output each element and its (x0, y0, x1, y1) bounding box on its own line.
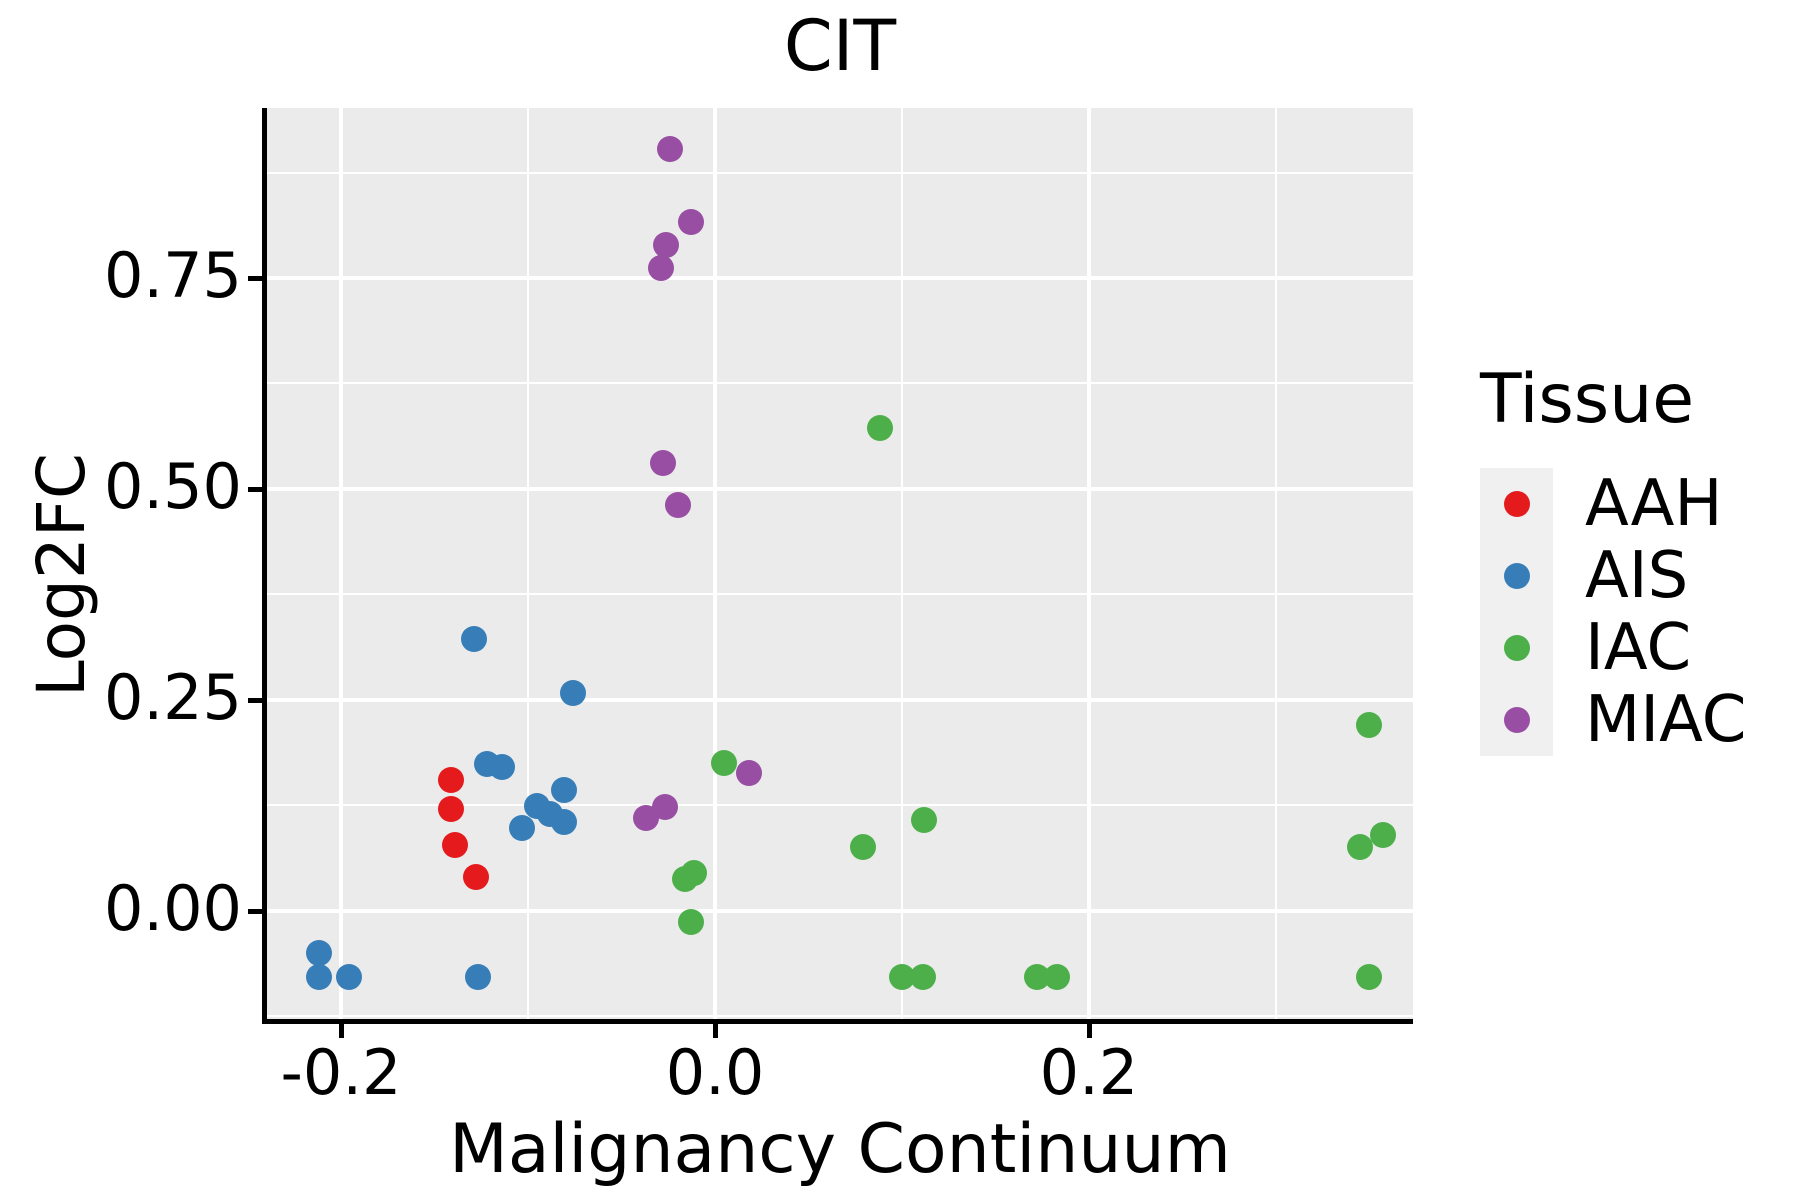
x-tick (339, 1024, 345, 1038)
data-point (632, 804, 659, 831)
data-point (677, 908, 704, 935)
gridline-major-x (713, 108, 717, 1019)
gridline-minor-x (900, 108, 903, 1019)
data-point (649, 449, 676, 476)
y-tick (248, 908, 262, 914)
data-point (653, 232, 680, 259)
x-tick (1086, 1024, 1092, 1038)
data-point (735, 760, 762, 787)
data-point (677, 209, 704, 236)
legend-dot-iac (1503, 635, 1530, 661)
y-tick (248, 697, 262, 703)
legend-item-label: AAH (1585, 467, 1723, 541)
x-tick-label: 0.2 (1039, 1036, 1139, 1109)
gridline-minor-y (267, 593, 1413, 596)
legend-title: Tissue (1480, 360, 1695, 439)
data-point (550, 809, 577, 836)
data-point (1347, 834, 1374, 861)
legend-item-miac: MIAC (1480, 684, 1746, 756)
gridline-major-x (339, 108, 344, 1019)
y-tick-label: 0.75 (103, 238, 242, 312)
data-point (711, 749, 738, 776)
gridline-minor-x (527, 108, 530, 1019)
data-point (559, 679, 586, 706)
legend-item-aah: AAH (1480, 468, 1746, 540)
data-point (866, 415, 893, 442)
x-tick (713, 1024, 718, 1038)
legend-key (1480, 612, 1553, 684)
legend-item-iac: IAC (1480, 612, 1746, 684)
data-point (849, 834, 876, 861)
data-point (1044, 964, 1071, 991)
data-point (657, 135, 684, 162)
y-tick (248, 275, 262, 281)
x-tick-label: 0.0 (665, 1036, 765, 1109)
gridline-minor-y (267, 382, 1413, 385)
data-point (1356, 712, 1383, 739)
gridline-major-y (267, 697, 1413, 702)
x-tick-label: -0.2 (280, 1036, 402, 1109)
gridline-major-y (267, 275, 1413, 280)
y-tick-label: 0.00 (103, 871, 242, 945)
legend-item-label: AIS (1585, 539, 1689, 613)
data-point (462, 863, 489, 890)
data-point (464, 964, 491, 991)
legend-key (1480, 468, 1553, 540)
data-point (647, 254, 674, 281)
gridline-minor-y (267, 804, 1413, 807)
legend-item-label: IAC (1585, 611, 1692, 685)
gridline-major-x (1086, 108, 1091, 1019)
gridline-minor-y (267, 171, 1413, 174)
legend-dot-aah (1503, 491, 1530, 517)
legend: AAH AIS IAC MIAC (1480, 468, 1746, 756)
data-point (672, 866, 699, 893)
gridline-major-y (267, 908, 1413, 913)
legend-dot-miac (1503, 707, 1530, 733)
legend-item-label: MIAC (1585, 683, 1747, 757)
gridline-major-y (267, 486, 1413, 491)
gridline-minor-x (1274, 108, 1277, 1019)
chart-title: CIT (783, 5, 897, 87)
data-point (909, 964, 936, 991)
legend-item-ais: AIS (1480, 540, 1746, 612)
data-point (460, 625, 487, 652)
data-point (442, 831, 469, 858)
plot-panel (262, 108, 1413, 1024)
data-point (1369, 821, 1396, 848)
gridline-minor-y (267, 1015, 1413, 1018)
data-point (335, 964, 362, 991)
y-tick (248, 486, 262, 492)
legend-key (1480, 684, 1553, 756)
data-point (305, 964, 332, 991)
data-point (911, 806, 938, 833)
y-tick-label: 0.50 (103, 449, 242, 523)
y-tick-label: 0.25 (103, 660, 242, 734)
data-point (488, 754, 515, 781)
data-point (305, 939, 332, 966)
legend-key (1480, 540, 1553, 612)
data-point (438, 766, 465, 793)
data-point (550, 776, 577, 803)
legend-dot-ais (1503, 563, 1530, 589)
data-point (664, 491, 691, 518)
data-point (1356, 964, 1383, 991)
x-axis-label: Malignancy Continuum (449, 1110, 1231, 1189)
data-point (509, 814, 536, 841)
data-point (438, 796, 465, 823)
